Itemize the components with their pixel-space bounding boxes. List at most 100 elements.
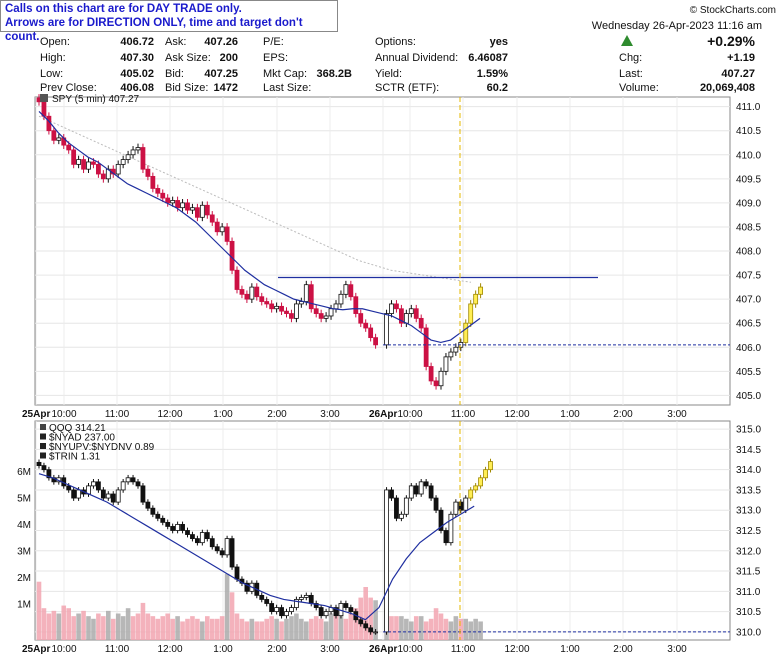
x-tick-label: 3:00 [320,409,340,420]
candle-body [323,611,329,617]
field-label: Options: [375,36,416,48]
candle-body [120,159,126,165]
volume-bar [36,581,42,640]
x-tick-label: 10:00 [51,644,76,655]
candle-body [468,303,474,324]
volume-bar [120,616,126,640]
volume-bar [363,587,368,640]
y-tick-label: 410.5 [736,126,761,137]
candle-body [224,538,230,556]
volume-bar [433,608,439,640]
candle-body [185,202,190,211]
candle-body [51,130,57,141]
candle-body [368,627,374,633]
candle-body [284,310,289,314]
volume-bar [264,618,269,640]
candle-body [373,631,379,634]
field-value: 200 [220,52,238,64]
candle-body [199,204,205,218]
candle-body [175,200,181,209]
candle-body [219,550,225,556]
candle-body [313,603,319,608]
candle-body [125,154,131,160]
field-label: SCTR (ETF): [375,82,439,94]
candle-body [185,530,190,535]
volume-bar [115,613,121,640]
candle-body [269,603,275,613]
volume-bar [338,613,344,640]
x-tick-label: 3:00 [667,409,687,420]
volume-bar [473,618,478,640]
x-tick-label: 3:00 [667,644,687,655]
candle-body [323,315,329,319]
candle-body [298,597,304,600]
legend-swatch [40,94,48,102]
y-tick-label: 405.5 [736,367,761,378]
field-label: Ask Size: [165,52,211,64]
candle-body [86,161,91,170]
y-tick-label: 314.5 [736,445,761,456]
datetime-label: Wednesday 26-Apr-2023 11:16 am [592,20,762,32]
candle-body [56,137,62,141]
field-label: Prev Close: [40,82,97,94]
x-tick-label: 12:00 [504,644,529,655]
x-tick-label: 25Apr [22,644,50,655]
candle-body [408,485,414,499]
volume-bar [125,608,131,640]
quote-header: © StockCharts.com Wednesday 26-Apr-2023 1… [40,5,776,94]
candle-body [348,607,354,613]
candle-body [438,509,444,531]
y-tick-label: 315.0 [736,425,761,436]
long-moving-average-line [38,115,472,283]
volume-tick-label: 6M [17,467,31,478]
candle-body [458,501,464,511]
candle-body [100,173,106,180]
volume-bar [333,616,339,640]
x-tick-label: 1:00 [213,409,233,420]
candle-body [36,461,42,467]
candle-body [293,303,299,319]
volume-bar [66,608,71,640]
brand-label: © StockCharts.com [690,5,776,16]
volume-bar [478,621,483,640]
candle-body [279,607,284,617]
candle-body [224,226,230,242]
field-value: 6.46087 [468,52,508,64]
volume-bar [195,618,200,640]
candle-body [308,284,314,310]
candle-body [204,204,210,216]
field-label: Mkt Cap: [263,68,307,80]
y-tick-label: 409.5 [736,174,761,185]
candle-body [308,594,314,604]
candle-body [389,303,394,314]
volume-bar [299,618,304,640]
candle-body [389,489,394,499]
legend-swatch [40,433,46,440]
candle-body [448,513,454,544]
x-tick-label: 1:00 [560,644,580,655]
candle-body [165,197,171,204]
candle-body [229,538,235,568]
candle-body [418,317,424,329]
candle-body [194,538,200,544]
candle-body [264,301,270,305]
candle-body [214,546,220,552]
field-value: 405.02 [120,68,154,80]
y-tick-label: 411.0 [736,102,761,113]
volume-bar [259,621,265,640]
candle-body [239,289,245,295]
volume-bar [135,613,141,640]
volume-bar [81,610,86,640]
x-tick-label: 12:00 [504,409,529,420]
volume-bar [468,621,473,640]
x-tick-label: 2:00 [613,644,633,655]
candle-body [289,313,294,319]
legend-label: $NYAD 237.00 [49,433,115,444]
field-label: P/E: [263,36,284,48]
field-value: 60.2 [487,82,508,94]
candle-body [453,501,459,515]
candle-body [204,532,210,540]
candle-body [91,161,96,165]
field-label: Annual Dividend: [375,52,458,64]
volume-bar [318,618,324,640]
